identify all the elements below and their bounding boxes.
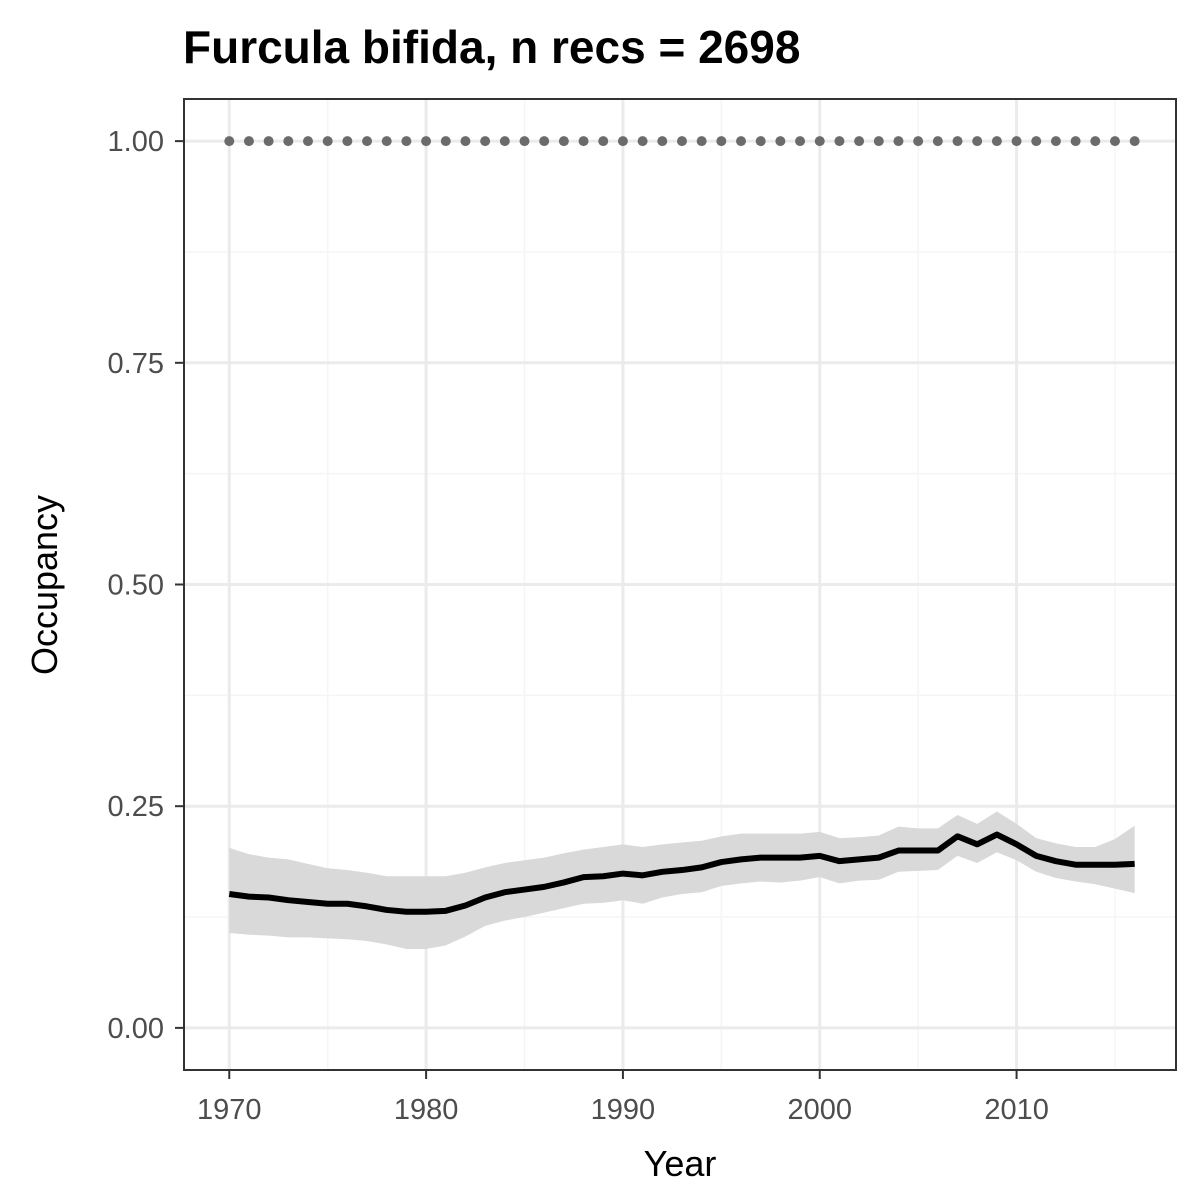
reference-point	[637, 136, 648, 147]
reference-point	[283, 136, 294, 147]
reference-point	[342, 136, 353, 147]
reference-point	[775, 136, 786, 147]
y-axis-title: Occupancy	[24, 495, 65, 675]
reference-point	[539, 136, 550, 147]
reference-point	[322, 136, 333, 147]
reference-point	[617, 136, 628, 147]
reference-point	[755, 136, 766, 147]
reference-point	[1031, 136, 1042, 147]
reference-point	[362, 136, 373, 147]
reference-point	[440, 136, 451, 147]
reference-point	[676, 136, 687, 147]
reference-point	[578, 136, 589, 147]
reference-point	[716, 136, 727, 147]
reference-point	[558, 136, 569, 147]
reference-point	[932, 136, 943, 147]
x-tick-label: 1980	[394, 1094, 459, 1126]
reference-point	[873, 136, 884, 147]
reference-point	[1050, 136, 1061, 147]
credible-interval-ribbon-layer	[229, 811, 1135, 949]
reference-point	[263, 136, 274, 147]
occupancy-trend-layer	[228, 831, 1135, 915]
reference-point	[952, 136, 963, 147]
reference-point	[814, 136, 825, 147]
reference-point	[1011, 136, 1022, 147]
reference-point	[460, 136, 471, 147]
y-tick-label: 0.75	[108, 348, 164, 380]
x-tick-label: 2010	[984, 1094, 1049, 1126]
reference-point	[696, 136, 707, 147]
reference-point	[1109, 136, 1120, 147]
reference-point	[972, 136, 983, 147]
reference-point	[893, 136, 904, 147]
reference-point	[657, 136, 668, 147]
occupancy-trend-line	[228, 831, 1135, 915]
reference-point	[598, 136, 609, 147]
y-axis: 0.00 0.25 0.50 0.75 1.00	[108, 126, 184, 1045]
reference-point	[381, 136, 392, 147]
reference-point	[499, 136, 510, 147]
x-tick-label: 1990	[591, 1094, 656, 1126]
reference-point	[243, 136, 254, 147]
reference-point	[736, 136, 747, 147]
y-tick-label: 0.25	[108, 791, 164, 823]
credible-interval-ribbon	[229, 811, 1135, 949]
reference-point	[401, 136, 412, 147]
reference-point	[854, 136, 865, 147]
reference-point	[913, 136, 924, 147]
reference-point	[421, 136, 432, 147]
x-axis: 1970 1980 1990 2000 2010	[197, 1070, 1049, 1126]
reference-point	[795, 136, 806, 147]
reference-point	[1129, 136, 1140, 147]
reference-point	[480, 136, 491, 147]
reference-point	[1090, 136, 1101, 147]
y-tick-label: 0.00	[108, 1013, 164, 1045]
reference-points-layer	[224, 136, 1140, 147]
reference-point	[303, 136, 313, 147]
chart-title: Furcula bifida, n recs = 2698	[183, 21, 800, 73]
reference-point	[834, 136, 845, 147]
x-tick-label: 1970	[197, 1094, 262, 1126]
reference-point	[1070, 136, 1081, 147]
y-tick-label: 0.50	[108, 570, 164, 602]
y-tick-label: 1.00	[108, 126, 164, 158]
reference-point	[224, 136, 235, 147]
reference-point	[519, 136, 530, 147]
reference-point	[991, 136, 1002, 147]
x-axis-title: Year	[644, 1143, 717, 1184]
x-tick-label: 2000	[787, 1094, 852, 1126]
